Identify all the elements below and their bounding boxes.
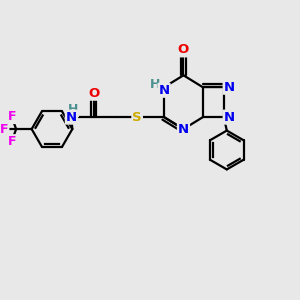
Text: H: H — [150, 78, 160, 92]
Text: O: O — [88, 87, 99, 100]
Text: N: N — [178, 123, 189, 136]
Text: N: N — [66, 111, 77, 124]
Text: N: N — [224, 81, 235, 94]
Text: S: S — [132, 111, 142, 124]
Text: O: O — [178, 44, 189, 56]
Text: N: N — [224, 111, 235, 124]
Text: H: H — [68, 103, 78, 116]
Text: F: F — [8, 110, 16, 123]
Text: N: N — [158, 84, 169, 97]
Text: F: F — [0, 123, 8, 136]
Text: F: F — [8, 135, 16, 148]
